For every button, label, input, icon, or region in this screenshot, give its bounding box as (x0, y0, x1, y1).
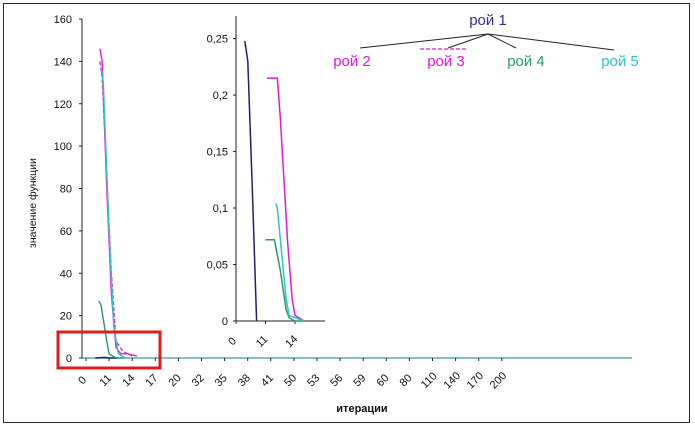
legend-leader-line (359, 33, 489, 49)
main-y-tick-label: 0 (66, 353, 72, 365)
y-axis-title: значение функции (27, 158, 39, 248)
chart-frame (3, 3, 690, 423)
inset-series-line (275, 203, 305, 322)
main-x-tick-label: 53 (305, 372, 322, 389)
inset-series-line (267, 77, 305, 322)
legend-leader-line (447, 33, 489, 49)
main-x-tick-label: 35 (213, 372, 230, 389)
inset-y-tick-label: 0,05 (207, 260, 228, 272)
main-x-tick-label: 56 (328, 372, 345, 389)
main-series-line (100, 67, 126, 359)
legend: рой 1 рой 2 рой 3 рой 4 рой 5 (333, 12, 639, 70)
main-lines (95, 48, 137, 359)
main-x-tick-label: 200 (488, 370, 509, 391)
main-y-tick-label: 140 (54, 56, 72, 68)
main-x-tick-label: 32 (190, 372, 207, 389)
main-x-tick-label: 0 (76, 374, 89, 387)
legend-label: рой 1 (469, 12, 507, 29)
inset-series-line (244, 40, 258, 322)
main-y-tick-label: 100 (54, 141, 72, 153)
inset-x-tick-label: 14 (283, 333, 300, 350)
main-x-tick-label: 59 (351, 372, 368, 389)
main-y-tick-label: 120 (54, 99, 72, 111)
inset-lines (244, 40, 305, 322)
legend-label: рой 2 (333, 53, 371, 70)
x-axis-title: итерации (336, 403, 387, 415)
inset-y-tick-label: 0,2 (213, 90, 228, 102)
inset-y-tick-label: 0,15 (207, 147, 228, 159)
main-series-line (95, 356, 119, 359)
main-x-tick-label: 110 (419, 370, 440, 391)
inset-y-tick-label: 0 (222, 316, 228, 328)
inset-y-tick-label: 0,1 (213, 203, 228, 215)
main-y-tick-label: 60 (60, 226, 72, 238)
main-x-tick-label: 60 (374, 372, 391, 389)
main-x-tick-label: 170 (465, 370, 486, 391)
inset-series-line (265, 238, 304, 322)
main-y-tick-label: 40 (60, 268, 72, 280)
main-x-tick-label: 38 (236, 372, 253, 389)
legend-label: рой 3 (427, 53, 465, 70)
main-series-line (98, 300, 126, 359)
main-y-tick-label: 20 (60, 311, 72, 323)
main-y-tick-label: 160 (54, 14, 72, 26)
main-x-tick-label: 17 (143, 372, 160, 389)
inset-x-tick-label: 11 (254, 333, 271, 350)
inset-x-tick-label: 0 (226, 335, 239, 348)
legend-label: рой 4 (507, 53, 545, 70)
main-x-tick-label: 14 (120, 372, 137, 389)
legend-leader-line (487, 33, 517, 49)
main-x-tick-label: 20 (167, 372, 184, 389)
main-series-line (99, 48, 137, 357)
main-x-tick-label: 41 (259, 372, 276, 389)
inset-y-tick-label: 0,25 (207, 34, 228, 46)
main-x-tick-label: 11 (98, 372, 115, 389)
zoom-highlight-box (56, 330, 162, 370)
main-x-tick-label: 140 (442, 370, 463, 391)
legend-label: рой 5 (601, 53, 639, 70)
legend-leader-line (487, 33, 615, 51)
main-x-tick-label: 50 (282, 372, 299, 389)
inset-axes: 0 0,05 0,1 0,15 0,2 0,25 0 11 14 (207, 16, 325, 350)
main-y-tick-label: 80 (60, 184, 72, 196)
main-x-tick-label: 80 (398, 372, 415, 389)
